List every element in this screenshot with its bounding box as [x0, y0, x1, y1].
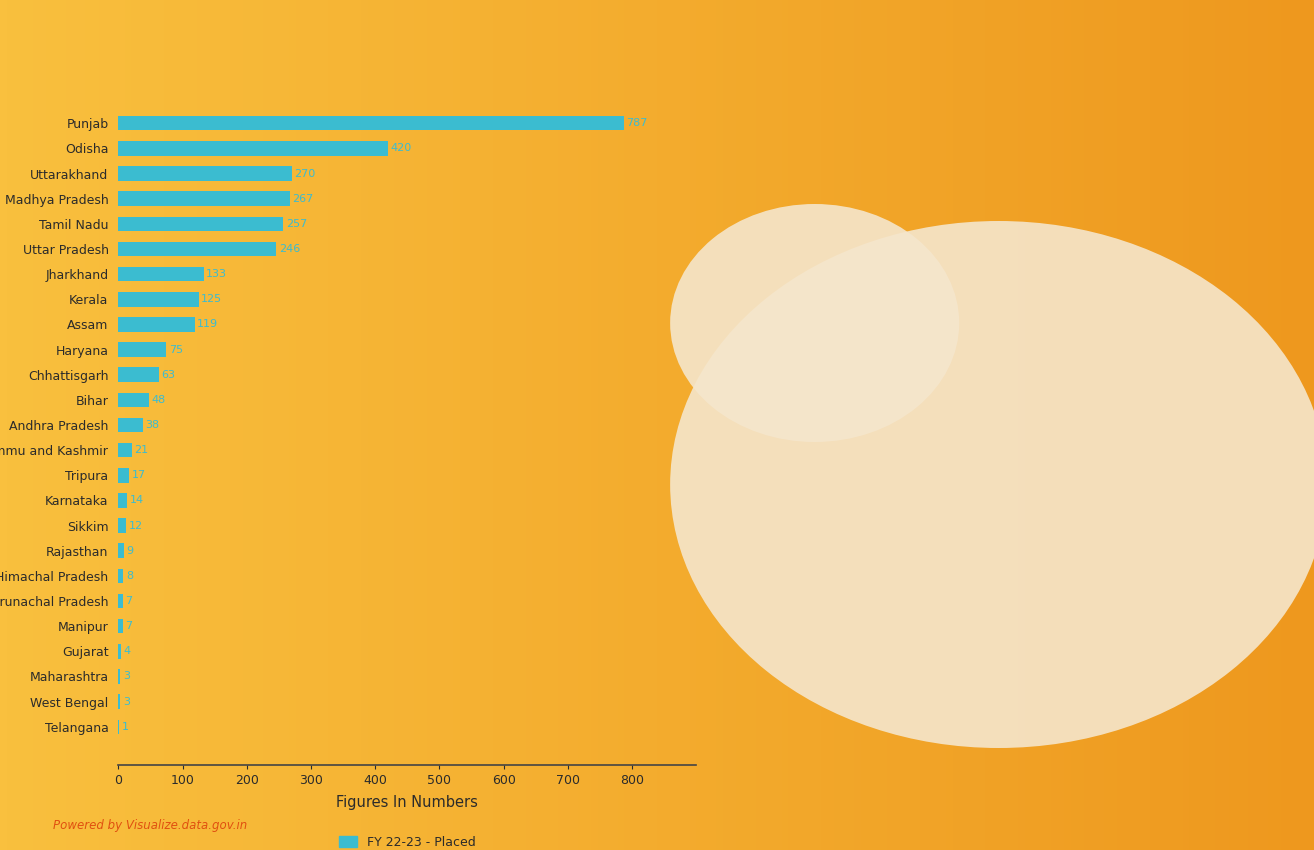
Bar — [118, 141, 388, 156]
Ellipse shape — [670, 221, 1314, 748]
Bar — [118, 443, 131, 457]
Text: 48: 48 — [151, 395, 166, 405]
Bar — [118, 468, 129, 483]
Text: 12: 12 — [129, 520, 143, 530]
Text: 125: 125 — [201, 294, 222, 304]
X-axis label: Figures In Numbers: Figures In Numbers — [336, 796, 478, 810]
Bar — [118, 493, 127, 507]
Bar — [118, 393, 148, 407]
Text: 267: 267 — [292, 194, 314, 204]
Text: 21: 21 — [134, 445, 148, 455]
Ellipse shape — [670, 204, 959, 442]
Text: 1: 1 — [121, 722, 129, 732]
Text: 257: 257 — [286, 218, 307, 229]
Bar — [118, 367, 159, 382]
Text: 119: 119 — [197, 320, 218, 330]
Text: 63: 63 — [162, 370, 175, 380]
Legend: FY 22-23 - Placed: FY 22-23 - Placed — [334, 831, 481, 850]
Text: 246: 246 — [279, 244, 300, 254]
Bar — [118, 594, 122, 609]
Bar — [118, 167, 292, 181]
Bar — [118, 191, 290, 206]
Text: 17: 17 — [131, 470, 146, 480]
Bar — [118, 267, 204, 281]
Text: 3: 3 — [122, 697, 130, 706]
Bar — [118, 543, 124, 558]
Text: 14: 14 — [130, 496, 145, 506]
Bar — [118, 116, 624, 131]
Text: 7: 7 — [125, 596, 133, 606]
Text: 9: 9 — [126, 546, 134, 556]
Bar — [118, 217, 284, 231]
Text: 270: 270 — [294, 168, 315, 178]
Bar — [118, 241, 276, 256]
Bar — [118, 518, 126, 533]
Bar — [118, 619, 122, 633]
Text: 38: 38 — [146, 420, 159, 430]
Text: 787: 787 — [627, 118, 648, 128]
Text: 7: 7 — [125, 621, 133, 632]
Bar — [118, 669, 120, 683]
Bar — [118, 317, 194, 332]
Text: 4: 4 — [124, 646, 130, 656]
Bar — [118, 292, 198, 307]
Bar — [118, 417, 143, 433]
Bar — [118, 569, 124, 583]
Bar — [118, 644, 121, 659]
Bar — [118, 343, 167, 357]
Text: 8: 8 — [126, 571, 133, 581]
Text: 3: 3 — [122, 672, 130, 682]
Bar — [118, 694, 120, 709]
Text: 420: 420 — [390, 144, 411, 153]
Text: Powered by Visualize.data.gov.in: Powered by Visualize.data.gov.in — [53, 819, 247, 832]
Text: 75: 75 — [170, 344, 183, 354]
Text: 133: 133 — [206, 269, 227, 279]
